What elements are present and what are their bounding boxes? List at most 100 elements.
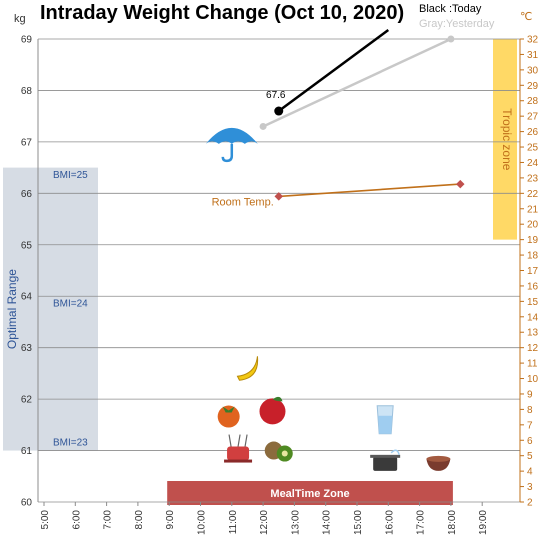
y-left-tick-label: 68 <box>21 86 33 97</box>
apple-leaf <box>272 396 283 402</box>
y-left-tick-label: 64 <box>21 292 33 303</box>
y-right-tick-label: 11 <box>527 359 538 370</box>
yesterday-start-point <box>259 122 267 130</box>
x-tick-label: 18:00 <box>447 510 458 535</box>
gridlines <box>38 38 520 503</box>
y-right-tick-label: 22 <box>527 189 538 200</box>
soup-bowl-icon <box>426 455 451 471</box>
y-right-tick-label: 15 <box>527 297 538 308</box>
y-left-tick-label: 69 <box>21 35 33 46</box>
optimal-range-label: Optimal Range <box>5 269 19 349</box>
y-left-tick-label: 62 <box>21 395 33 406</box>
x-tick-label: 14:00 <box>322 510 333 535</box>
mealtime-zone-label: MealTime Zone <box>270 488 349 500</box>
y-left-tick-label: 61 <box>21 446 33 457</box>
y-right-tick-label: 13 <box>527 328 538 339</box>
y-right-tick-label: 29 <box>527 81 538 92</box>
today-start-point <box>274 106 284 116</box>
room-temp-point <box>456 179 465 189</box>
y-right-tick-label: 3 <box>527 482 533 493</box>
umbrella-canopy <box>205 127 258 144</box>
pot-rim <box>370 454 401 458</box>
x-tick-label: 16:00 <box>384 510 395 535</box>
y-left-tick-label: 60 <box>21 498 33 509</box>
y-right-unit: ℃ <box>520 11 532 23</box>
chart-title: Intraday Weight Change (Oct 10, 2020) <box>40 2 404 24</box>
umbrella-icon <box>205 127 258 163</box>
y-right-tick-label: 27 <box>527 112 538 123</box>
y-right-tick-label: 25 <box>527 143 538 154</box>
y-right-tick-label: 5 <box>527 451 533 462</box>
persimmon-leaf <box>222 406 235 413</box>
room-temp-label: Room Temp. <box>212 196 274 208</box>
y-right-tick-label: 17 <box>527 266 538 277</box>
y-right-tick-label: 4 <box>527 467 533 478</box>
apple-icon <box>259 396 286 425</box>
bowl-body <box>426 458 451 471</box>
yesterday-end-point <box>447 35 455 43</box>
umbrella-handle <box>221 143 234 163</box>
room-temp-point <box>274 192 283 201</box>
x-tick-label: 5:00 <box>40 510 51 530</box>
x-tick-label: 8:00 <box>134 510 145 530</box>
y-right-tick-label: 32 <box>527 35 538 46</box>
y-right-tick-label: 23 <box>527 173 538 184</box>
y-right-tick-label: 19 <box>527 235 538 246</box>
bmi-marker-label: BMI=23 <box>53 437 88 448</box>
legend-today: Black :Today <box>419 3 482 15</box>
y-right-tick-label: 26 <box>527 127 538 138</box>
pot-steam <box>390 449 400 456</box>
apple-body <box>259 398 286 425</box>
y-right-tick-label: 9 <box>527 389 533 400</box>
mealtime-zone-band <box>167 481 453 505</box>
icons <box>205 127 451 471</box>
fondue-forks <box>228 434 248 447</box>
today-line <box>278 28 390 113</box>
axes: 6061626364656667686923456789101112131415… <box>21 35 538 536</box>
x-tick-label: 11:00 <box>228 510 239 535</box>
fondue-icon <box>224 434 253 463</box>
y-left-tick-label: 67 <box>21 137 33 148</box>
pot-icon <box>370 449 401 471</box>
yesterday-line <box>262 37 452 128</box>
room-temp-line <box>278 183 461 198</box>
bands <box>3 39 517 505</box>
y-right-tick-label: 24 <box>527 158 538 169</box>
y-right-tick-label: 28 <box>527 96 538 107</box>
legend-yesterday: Gray:Yesterday <box>419 18 495 30</box>
y-right-tick-label: 31 <box>527 50 538 61</box>
tropic-zone-band <box>493 39 517 240</box>
series <box>259 28 465 201</box>
y-right-tick-label: 6 <box>527 436 533 447</box>
y-left-tick-label: 63 <box>21 343 33 354</box>
fondue-pot <box>227 446 250 461</box>
kiwi-icon <box>264 441 293 462</box>
x-tick-label: 15:00 <box>353 510 364 535</box>
bmi-marker-label: BMI=25 <box>53 170 88 181</box>
optimal-range-band <box>3 167 98 451</box>
y-left-tick-label: 65 <box>21 240 33 251</box>
water-glass-icon <box>376 405 394 435</box>
banana-icon <box>236 356 259 381</box>
x-tick-label: 17:00 <box>416 510 427 535</box>
y-right-tick-label: 21 <box>527 204 538 215</box>
banana-body <box>236 356 259 381</box>
y-right-tick-label: 10 <box>527 374 538 385</box>
y-left-unit: kg <box>14 13 26 25</box>
tropic-zone-label: Tropic zone <box>500 108 514 171</box>
kiwi-core <box>281 450 288 457</box>
x-tick-label: 6:00 <box>71 510 82 530</box>
persimmon-icon <box>217 405 240 428</box>
x-tick-label: 13:00 <box>290 510 301 535</box>
x-tick-label: 7:00 <box>103 510 114 530</box>
y-right-tick-label: 7 <box>527 420 533 431</box>
glass-water <box>378 415 393 434</box>
y-right-tick-label: 30 <box>527 65 538 76</box>
y-right-tick-label: 18 <box>527 251 538 262</box>
y-right-tick-label: 20 <box>527 220 538 231</box>
x-tick-label: 10:00 <box>197 510 208 535</box>
y-right-tick-label: 2 <box>527 498 533 509</box>
y-right-tick-label: 12 <box>527 343 538 354</box>
persimmon-body <box>217 405 240 428</box>
